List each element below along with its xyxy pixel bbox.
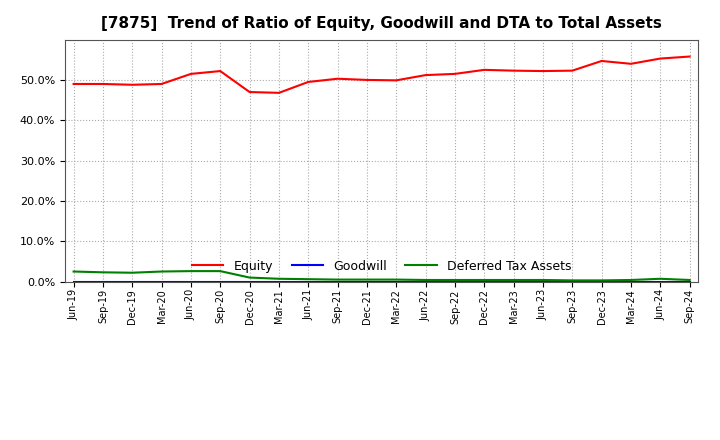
Goodwill — [656, 279, 665, 284]
Deferred Tax Assets — [626, 277, 635, 282]
Goodwill — [626, 279, 635, 284]
Deferred Tax Assets — [186, 268, 195, 274]
Goodwill — [246, 279, 254, 284]
Deferred Tax Assets — [69, 269, 78, 274]
Goodwill — [157, 279, 166, 284]
Goodwill — [69, 279, 78, 284]
Equity — [392, 78, 400, 83]
Deferred Tax Assets — [333, 277, 342, 282]
Line: Equity: Equity — [73, 56, 690, 93]
Deferred Tax Assets — [568, 278, 577, 283]
Deferred Tax Assets — [421, 277, 430, 282]
Equity — [363, 77, 372, 83]
Goodwill — [363, 279, 372, 284]
Equity — [157, 81, 166, 87]
Title: [7875]  Trend of Ratio of Equity, Goodwill and DTA to Total Assets: [7875] Trend of Ratio of Equity, Goodwil… — [102, 16, 662, 32]
Goodwill — [451, 279, 459, 284]
Deferred Tax Assets — [157, 269, 166, 274]
Goodwill — [421, 279, 430, 284]
Deferred Tax Assets — [99, 270, 107, 275]
Equity — [333, 76, 342, 81]
Deferred Tax Assets — [685, 277, 694, 282]
Deferred Tax Assets — [539, 277, 547, 282]
Equity — [216, 68, 225, 73]
Deferred Tax Assets — [392, 277, 400, 282]
Deferred Tax Assets — [216, 268, 225, 274]
Equity — [539, 68, 547, 73]
Deferred Tax Assets — [304, 277, 312, 282]
Goodwill — [304, 279, 312, 284]
Equity — [99, 81, 107, 87]
Deferred Tax Assets — [598, 278, 606, 283]
Equity — [421, 73, 430, 78]
Deferred Tax Assets — [509, 277, 518, 282]
Deferred Tax Assets — [363, 277, 372, 282]
Equity — [656, 56, 665, 61]
Goodwill — [216, 279, 225, 284]
Deferred Tax Assets — [274, 276, 283, 282]
Deferred Tax Assets — [246, 275, 254, 280]
Goodwill — [392, 279, 400, 284]
Goodwill — [333, 279, 342, 284]
Goodwill — [99, 279, 107, 284]
Equity — [685, 54, 694, 59]
Goodwill — [480, 279, 489, 284]
Equity — [128, 82, 137, 88]
Goodwill — [509, 279, 518, 284]
Equity — [626, 61, 635, 66]
Deferred Tax Assets — [451, 277, 459, 282]
Equity — [480, 67, 489, 73]
Goodwill — [186, 279, 195, 284]
Goodwill — [598, 279, 606, 284]
Goodwill — [274, 279, 283, 284]
Legend: Equity, Goodwill, Deferred Tax Assets: Equity, Goodwill, Deferred Tax Assets — [187, 255, 576, 278]
Deferred Tax Assets — [128, 270, 137, 275]
Line: Deferred Tax Assets: Deferred Tax Assets — [73, 271, 690, 280]
Deferred Tax Assets — [656, 276, 665, 282]
Equity — [69, 81, 78, 87]
Equity — [246, 89, 254, 95]
Equity — [274, 90, 283, 95]
Goodwill — [539, 279, 547, 284]
Equity — [186, 71, 195, 77]
Equity — [598, 59, 606, 64]
Equity — [451, 71, 459, 77]
Equity — [568, 68, 577, 73]
Goodwill — [568, 279, 577, 284]
Goodwill — [685, 279, 694, 284]
Equity — [509, 68, 518, 73]
Deferred Tax Assets — [480, 277, 489, 282]
Equity — [304, 79, 312, 84]
Goodwill — [128, 279, 137, 284]
